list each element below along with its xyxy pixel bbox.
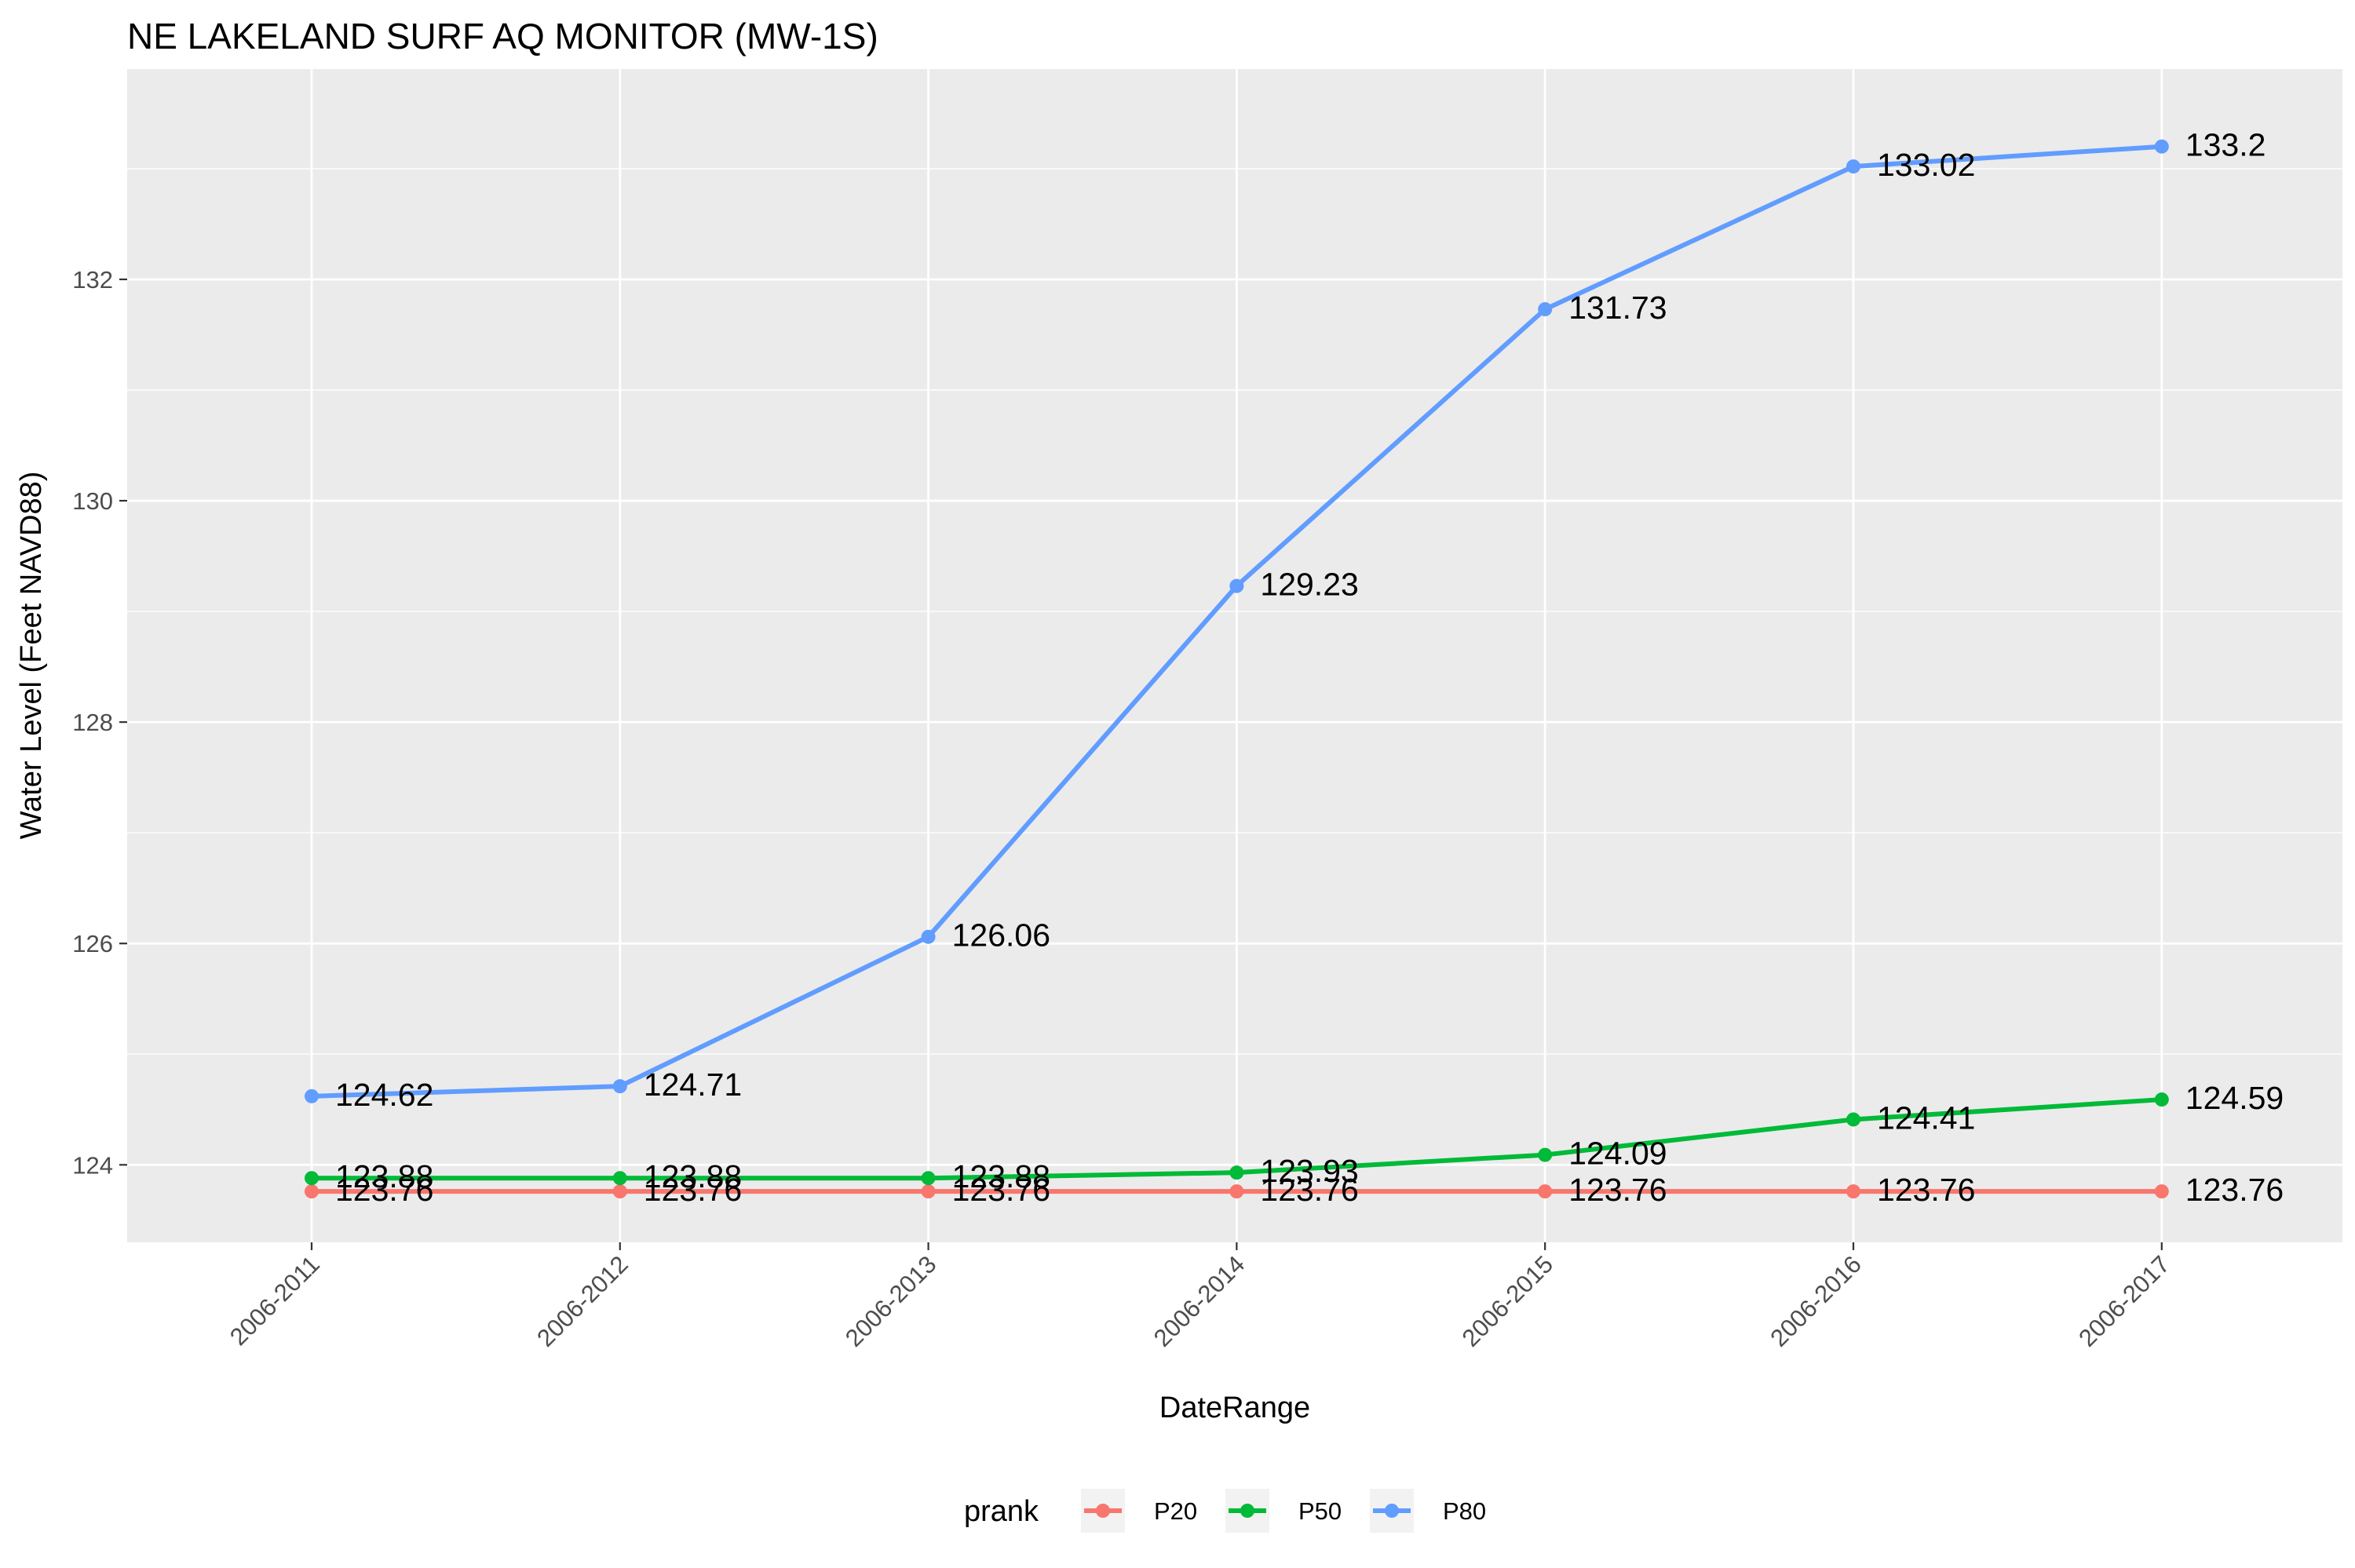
data-label-p80: 124.62 — [335, 1077, 433, 1113]
legend-title: prank — [964, 1495, 1039, 1528]
data-point-p20 — [612, 1184, 627, 1199]
series-layer — [305, 139, 2169, 1199]
data-point-p80 — [305, 1088, 319, 1103]
data-point-p80 — [612, 1079, 627, 1094]
data-point-p50 — [612, 1171, 627, 1186]
data-label-p50: 124.59 — [2185, 1080, 2284, 1116]
data-labels: 123.76 123.76 123.76 123.76 123.76 123.76 123.… — [335, 127, 2284, 1208]
data-label-p50: 123.88 — [335, 1158, 433, 1194]
y-tick-label: 128 — [72, 709, 113, 736]
data-point-p20 — [1229, 1184, 1244, 1199]
legend-label-p20: P20 — [1154, 1497, 1197, 1525]
data-label-p50: 124.09 — [1568, 1136, 1667, 1172]
data-point-p80 — [1229, 578, 1244, 593]
legend-label-p80: P80 — [1443, 1497, 1486, 1525]
minor-gridlines — [127, 168, 2342, 1055]
legend-key-point — [1096, 1504, 1110, 1518]
data-label-p50: 123.88 — [644, 1158, 742, 1194]
plot-panel — [127, 69, 2342, 1242]
data-point-p50 — [1229, 1165, 1244, 1180]
data-label-p20: 123.76 — [1877, 1172, 1975, 1208]
data-point-p20 — [1538, 1184, 1553, 1199]
data-label-p50: 123.88 — [952, 1158, 1050, 1194]
legend-label-p50: P50 — [1298, 1497, 1342, 1525]
data-label-p20: 123.76 — [1568, 1172, 1667, 1208]
chart-title: NE LAKELAND SURF AQ MONITOR (MW-1S) — [127, 16, 878, 57]
data-label-p80: 131.73 — [1568, 290, 1667, 326]
legend-key-point — [1385, 1504, 1399, 1518]
data-label-p80: 124.71 — [644, 1067, 742, 1103]
data-point-p50 — [305, 1171, 319, 1186]
major-gridlines — [127, 69, 2342, 1242]
data-point-p20 — [921, 1184, 936, 1199]
data-label-p80: 133.2 — [2185, 127, 2266, 163]
y-tick-label: 124 — [72, 1151, 113, 1179]
data-point-p50 — [1538, 1147, 1553, 1162]
data-label-p80: 133.02 — [1877, 147, 1975, 183]
legend: prank P20 P50 P80 — [964, 1489, 1486, 1533]
data-label-p50: 123.93 — [1260, 1153, 1358, 1189]
y-axis-title: Water Level (Feet NAVD88) — [15, 472, 48, 840]
data-label-p20: 123.76 — [952, 1172, 1050, 1208]
data-point-p50 — [2154, 1092, 2169, 1107]
x-axis-title: DateRange — [1159, 1391, 1310, 1424]
data-label-p80: 129.23 — [1260, 567, 1358, 603]
y-tick-label: 132 — [72, 266, 113, 294]
data-point-p50 — [921, 1171, 936, 1186]
data-point-p80 — [1538, 302, 1553, 317]
data-point-p80 — [1846, 159, 1860, 174]
legend-key-point — [1240, 1504, 1254, 1518]
data-label-p20: 123.76 — [335, 1172, 433, 1208]
data-point-p50 — [1846, 1112, 1860, 1127]
data-label-p50: 124.41 — [1877, 1099, 1975, 1136]
data-point-p20 — [2154, 1184, 2169, 1199]
y-axis: 124 126 128 130 132 — [72, 266, 127, 1179]
y-tick-label: 130 — [72, 487, 113, 515]
data-point-p80 — [921, 929, 936, 944]
data-label-p20: 123.76 — [644, 1172, 742, 1208]
data-point-p20 — [1846, 1184, 1860, 1199]
data-label-p20: 123.76 — [2185, 1172, 2284, 1208]
data-point-p80 — [2154, 139, 2169, 154]
y-tick-label: 126 — [72, 930, 113, 957]
data-label-p80: 126.06 — [952, 917, 1050, 954]
data-label-p20: 123.76 — [1260, 1172, 1358, 1208]
data-point-p20 — [305, 1184, 319, 1199]
